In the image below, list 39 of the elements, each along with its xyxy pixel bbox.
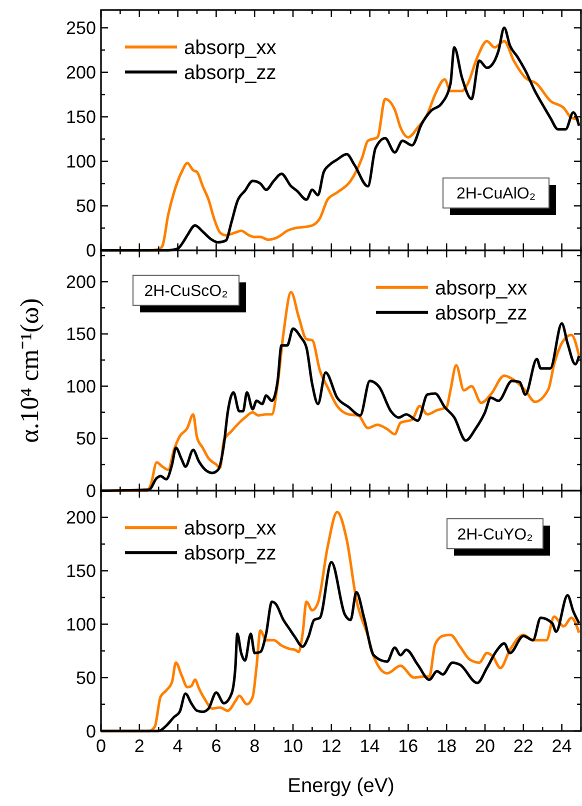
x-tick-label: 8 [250, 736, 260, 756]
y-tick-label: 100 [66, 376, 96, 396]
y-axis-title: α.10⁴ cm⁻¹(ω) [15, 298, 44, 443]
x-tick-label: 6 [211, 736, 222, 756]
x-tick-label: 2 [134, 736, 144, 756]
legend-label: absorp_xx [435, 277, 528, 300]
x-tick-label: 22 [513, 736, 534, 756]
y-tick-label: 50 [76, 668, 96, 688]
legend-label: absorp_xx [184, 37, 276, 59]
y-tick-label: 100 [66, 152, 96, 172]
x-tick-label: 16 [398, 736, 418, 756]
x-tick-label: 24 [552, 736, 572, 756]
x-tick-label: 10 [282, 736, 304, 756]
y-tick-label: 0 [86, 480, 96, 501]
y-tick-label: 150 [66, 561, 96, 582]
x-tick-label: 4 [172, 736, 183, 756]
legend-label: absorp_xx [184, 518, 276, 540]
legend-label: absorp_zz [184, 542, 276, 565]
y-tick-label: 200 [66, 272, 96, 292]
x-tick-label: 12 [321, 736, 342, 756]
x-axis-title: Energy (eV) [288, 775, 394, 797]
y-tick-label: 50 [76, 196, 96, 216]
y-tick-label: 0 [86, 240, 96, 261]
annotation: 2H-CuAlO₂ [456, 186, 536, 203]
y-tick-label: 250 [66, 18, 96, 38]
annotation: 2H-CuScO₂ [144, 282, 228, 300]
x-tick-label: 20 [474, 736, 496, 756]
y-tick-label: 150 [66, 324, 96, 344]
x-tick-label: 18 [436, 736, 457, 756]
legend-label: absorp_zz [184, 62, 276, 84]
y-tick-label: 50 [76, 428, 96, 449]
annotation: 2H-CuYO₂ [457, 526, 533, 544]
y-tick-label: 200 [66, 62, 96, 83]
y-tick-label: 100 [66, 614, 96, 634]
x-tick-label: 14 [360, 736, 380, 756]
y-tick-label: 0 [86, 721, 96, 742]
y-tick-label: 200 [66, 508, 96, 528]
legend-label: absorp_zz [435, 302, 528, 324]
y-tick-label: 150 [66, 107, 96, 128]
